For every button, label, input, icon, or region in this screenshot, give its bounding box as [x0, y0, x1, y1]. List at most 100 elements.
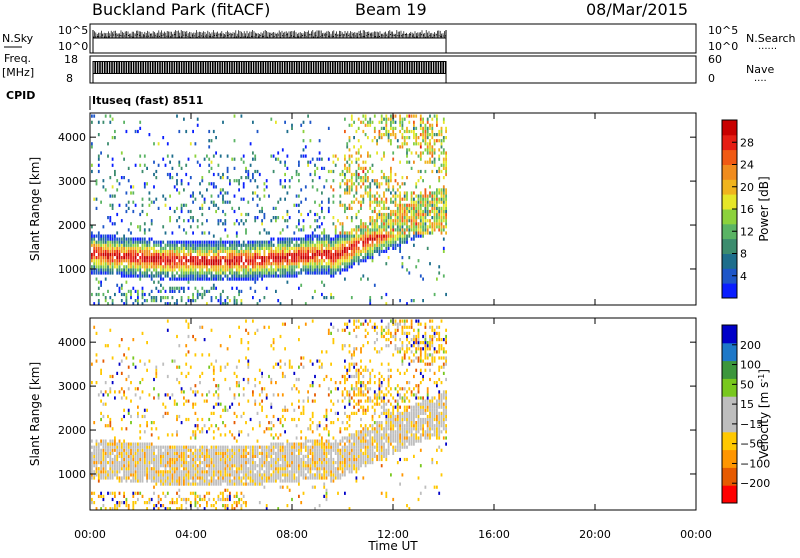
heatmap-cell [218, 387, 220, 390]
heatmap-cell [172, 360, 174, 363]
heatmap-cell [229, 473, 231, 476]
heatmap-cell [142, 390, 144, 393]
heatmap-cell [360, 179, 362, 182]
heatmap-cell [231, 433, 233, 436]
heatmap-cell [280, 259, 282, 262]
heatmap-cell [204, 458, 206, 461]
heatmap-cell [128, 366, 130, 369]
heatmap-cell [158, 436, 160, 439]
heatmap-cell [174, 259, 176, 262]
heatmap-cell [98, 158, 100, 161]
heatmap-cell [392, 201, 394, 204]
counts-dot [359, 34, 360, 35]
heatmap-cell [220, 262, 222, 265]
heatmap-cell [149, 228, 151, 231]
heatmap-cell [192, 268, 194, 271]
heatmap-cell [287, 271, 289, 274]
heatmap-cell [284, 198, 286, 201]
heatmap-cell [358, 259, 360, 262]
heatmap-cell [197, 274, 199, 277]
heatmap-cell [381, 182, 383, 185]
counts-dot [150, 34, 151, 35]
heatmap-cell [379, 238, 381, 241]
heatmap-cell [151, 201, 153, 204]
heatmap-cell [231, 473, 233, 476]
heatmap-cell [392, 228, 394, 231]
heatmap-cell [188, 274, 190, 277]
heatmap-cell [192, 231, 194, 234]
heatmap-cell [107, 253, 109, 256]
heatmap-cell [153, 452, 155, 455]
heatmap-cell [96, 353, 98, 356]
heatmap-cell [330, 185, 332, 188]
counts-dot [205, 36, 206, 37]
heatmap-cell [293, 256, 295, 259]
heatmap-cell [259, 268, 261, 271]
heatmap-cell [284, 244, 286, 247]
heatmap-cell [337, 241, 339, 244]
heatmap-cell [418, 201, 420, 204]
heatmap-cell [218, 403, 220, 406]
heatmap-cell [167, 271, 169, 274]
heatmap-cell [160, 274, 162, 277]
heatmap-cell [215, 467, 217, 470]
counts-dot [170, 36, 171, 37]
heatmap-cell [224, 378, 226, 381]
heatmap-cell [238, 452, 240, 455]
heatmap-cell [399, 201, 401, 204]
heatmap-cell [234, 222, 236, 225]
heatmap-cell [123, 253, 125, 256]
heatmap-cell [388, 241, 390, 244]
heatmap-cell [121, 256, 123, 259]
heatmap-cell [241, 290, 243, 293]
heatmap-cell [392, 231, 394, 234]
heatmap-cell [344, 250, 346, 253]
heatmap-cell [296, 274, 298, 277]
heatmap-cell [130, 473, 132, 476]
heatmap-cell [293, 268, 295, 271]
heatmap-cell [335, 259, 337, 262]
heatmap-cell [289, 247, 291, 250]
heatmap-cell [98, 455, 100, 458]
heatmap-cell [128, 387, 130, 390]
heatmap-cell [98, 244, 100, 247]
heatmap-cell [218, 446, 220, 449]
heatmap-cell [236, 446, 238, 449]
heatmap-cell [199, 455, 201, 458]
heatmap-cell [392, 188, 394, 191]
heatmap-cell [406, 127, 408, 130]
heatmap-cell [151, 470, 153, 473]
heatmap-cell [174, 470, 176, 473]
heatmap-cell [250, 247, 252, 250]
heatmap-cell [254, 256, 256, 259]
heatmap-cell [431, 231, 433, 234]
heatmap-cell [438, 198, 440, 201]
heatmap-cell [107, 250, 109, 253]
heatmap-cell [431, 198, 433, 201]
heatmap-cell [151, 219, 153, 222]
heatmap-cell [270, 271, 272, 274]
heatmap-cell [130, 296, 132, 299]
heatmap-cell [142, 204, 144, 207]
heatmap-cell [178, 130, 180, 133]
heatmap-cell [250, 253, 252, 256]
heatmap-cell [422, 216, 424, 219]
heatmap-cell [365, 247, 367, 250]
heatmap-cell [231, 483, 233, 486]
heatmap-cell [307, 256, 309, 259]
heatmap-cell [158, 449, 160, 452]
counts-dot [212, 36, 213, 37]
heatmap-cell [310, 244, 312, 247]
heatmap-cell [372, 179, 374, 182]
heatmap-cell [165, 259, 167, 262]
counts-dot [168, 36, 169, 37]
heatmap-cell [434, 164, 436, 167]
heatmap-cell [250, 259, 252, 262]
heatmap-cell [360, 185, 362, 188]
heatmap-cell [98, 265, 100, 268]
heatmap-cell [234, 479, 236, 482]
heatmap-cell [438, 219, 440, 222]
heatmap-cell [379, 247, 381, 250]
heatmap-cell [422, 201, 424, 204]
heatmap-cell [160, 262, 162, 265]
